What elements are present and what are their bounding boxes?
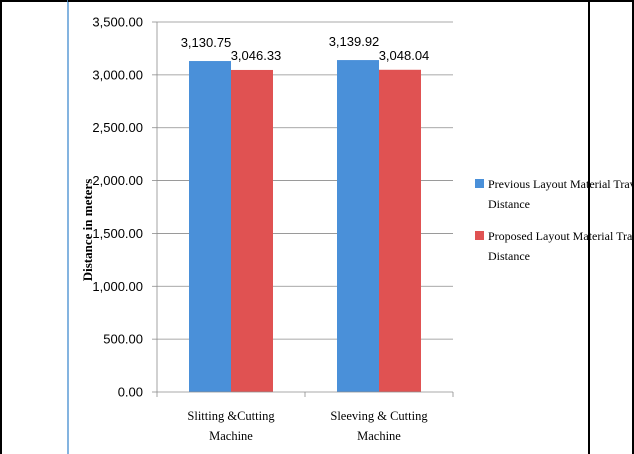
legend-label: Proposed Layout Material Travel — [488, 229, 634, 243]
legend-swatch — [475, 179, 484, 188]
y-tick-label: 2,000.00 — [92, 173, 143, 188]
bar-proposed-0 — [231, 69, 273, 392]
x-category-label: Machine — [357, 429, 401, 443]
y-tick-label: 1,000.00 — [92, 279, 143, 294]
x-category-label: Slitting &Cutting — [187, 409, 275, 423]
y-tick-label: 3,500.00 — [92, 15, 143, 30]
y-tick-label: 2,500.00 — [92, 120, 143, 135]
y-tick-label: 3,000.00 — [92, 67, 143, 82]
bar-previous-1 — [337, 60, 379, 392]
legend-label: Previous Layout Material Travel — [488, 177, 634, 191]
data-label: 3,048.04 — [379, 48, 430, 63]
x-category-label: Machine — [209, 429, 253, 443]
legend-swatch — [475, 231, 484, 240]
data-label: 3,046.33 — [231, 48, 282, 63]
bar-previous-0 — [189, 61, 231, 392]
data-label: 3,130.75 — [181, 35, 232, 50]
legend-label: Distance — [488, 249, 530, 263]
legend-label: Distance — [488, 197, 530, 211]
y-axis-title: Distance in meters — [80, 179, 95, 282]
y-tick-label: 0.00 — [118, 385, 143, 400]
data-label: 3,139.92 — [329, 34, 380, 49]
y-tick-label: 500.00 — [103, 332, 143, 347]
bar-proposed-1 — [379, 69, 421, 392]
y-tick-label: 1,500.00 — [92, 226, 143, 241]
x-category-label: Sleeving & Cutting — [330, 409, 428, 423]
